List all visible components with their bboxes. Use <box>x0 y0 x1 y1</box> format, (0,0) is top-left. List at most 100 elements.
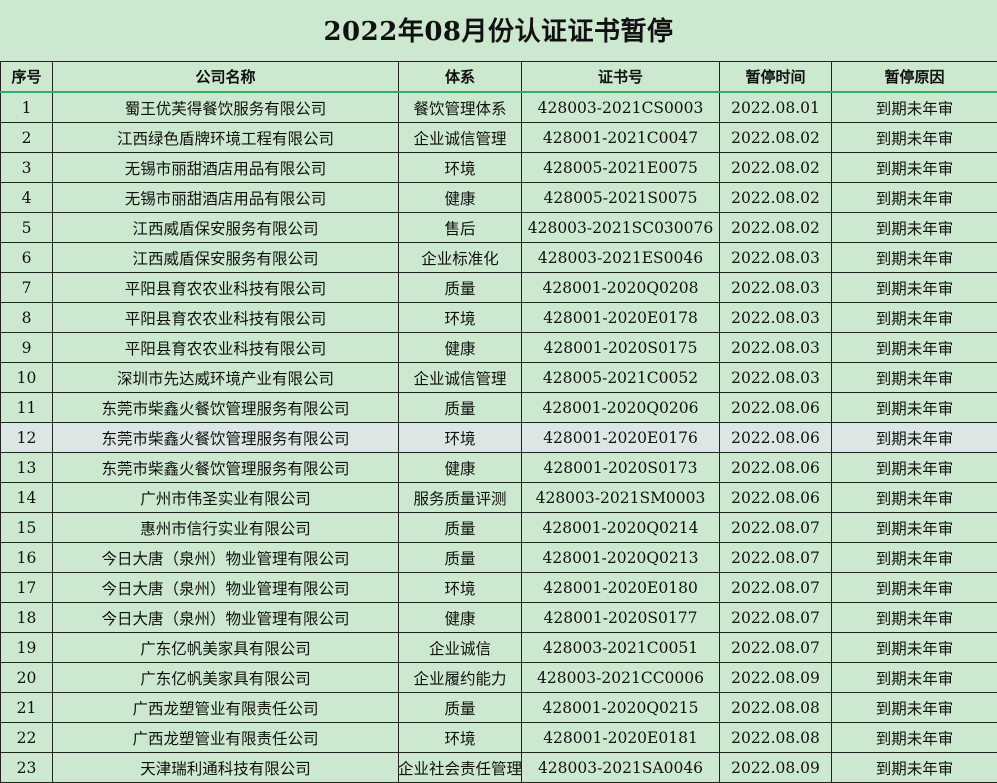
cell-cert-no[interactable]: 428005-2021C0052 <box>522 363 720 393</box>
cell-suspend-date[interactable]: 2022.08.07 <box>720 603 832 633</box>
cell-company[interactable]: 东莞市柴鑫火餐饮管理服务有限公司 <box>53 393 399 423</box>
cell-company[interactable]: 蜀王优芙得餐饮服务有限公司 <box>53 92 399 123</box>
cell-cert-no[interactable]: 428003-2021CC0006 <box>522 663 720 693</box>
cell-company[interactable]: 无锡市丽甜酒店用品有限公司 <box>53 153 399 183</box>
cell-suspend-date[interactable]: 2022.08.06 <box>720 453 832 483</box>
cell-cert-no[interactable]: 428001-2020Q0214 <box>522 513 720 543</box>
cell-cert-no[interactable]: 428001-2020E0181 <box>522 723 720 753</box>
header-index[interactable]: 序号 <box>1 62 53 93</box>
cell-suspend-date[interactable]: 2022.08.06 <box>720 423 832 453</box>
cell-system[interactable]: 健康 <box>399 333 522 363</box>
cell-index[interactable]: 5 <box>1 213 53 243</box>
cell-company[interactable]: 无锡市丽甜酒店用品有限公司 <box>53 183 399 213</box>
cell-company[interactable]: 平阳县育农农业科技有限公司 <box>53 333 399 363</box>
cell-suspend-date[interactable]: 2022.08.07 <box>720 633 832 663</box>
cell-reason[interactable]: 到期未年审 <box>832 303 997 333</box>
cell-cert-no[interactable]: 428001-2020E0176 <box>522 423 720 453</box>
cell-cert-no[interactable]: 428001-2020S0173 <box>522 453 720 483</box>
cell-index[interactable]: 20 <box>1 663 53 693</box>
cell-suspend-date[interactable]: 2022.08.03 <box>720 363 832 393</box>
cell-index[interactable]: 7 <box>1 273 53 303</box>
cell-system[interactable]: 环境 <box>399 153 522 183</box>
cell-index[interactable]: 17 <box>1 573 53 603</box>
cell-suspend-date[interactable]: 2022.08.09 <box>720 663 832 693</box>
cell-suspend-date[interactable]: 2022.08.03 <box>720 303 832 333</box>
cell-reason[interactable]: 到期未年审 <box>832 363 997 393</box>
cell-reason[interactable]: 到期未年审 <box>832 603 997 633</box>
cell-cert-no[interactable]: 428001-2020S0175 <box>522 333 720 363</box>
cell-index[interactable]: 23 <box>1 753 53 783</box>
cell-reason[interactable]: 到期未年审 <box>832 393 997 423</box>
cell-system[interactable]: 环境 <box>399 423 522 453</box>
header-suspend-date[interactable]: 暂停时间 <box>720 62 832 93</box>
cell-system[interactable]: 质量 <box>399 543 522 573</box>
header-cert-no[interactable]: 证书号 <box>522 62 720 93</box>
cell-system[interactable]: 健康 <box>399 183 522 213</box>
cell-company[interactable]: 天津瑞利通科技有限公司 <box>53 753 399 783</box>
cell-cert-no[interactable]: 428003-2021SA0046 <box>522 753 720 783</box>
cell-reason[interactable]: 到期未年审 <box>832 573 997 603</box>
cell-company[interactable]: 东莞市柴鑫火餐饮管理服务有限公司 <box>53 453 399 483</box>
cell-company[interactable]: 平阳县育农农业科技有限公司 <box>53 273 399 303</box>
cell-system[interactable]: 健康 <box>399 603 522 633</box>
cell-system[interactable]: 健康 <box>399 453 522 483</box>
cell-suspend-date[interactable]: 2022.08.03 <box>720 333 832 363</box>
cell-system[interactable]: 质量 <box>399 513 522 543</box>
cell-system[interactable]: 企业履约能力 <box>399 663 522 693</box>
cell-system[interactable]: 环境 <box>399 303 522 333</box>
cell-reason[interactable]: 到期未年审 <box>832 513 997 543</box>
cell-cert-no[interactable]: 428001-2020S0177 <box>522 603 720 633</box>
cell-reason[interactable]: 到期未年审 <box>832 423 997 453</box>
cell-index[interactable]: 16 <box>1 543 53 573</box>
cell-system[interactable]: 企业诚信管理 <box>399 123 522 153</box>
cell-cert-no[interactable]: 428005-2021S0075 <box>522 183 720 213</box>
cell-suspend-date[interactable]: 2022.08.09 <box>720 753 832 783</box>
cell-index[interactable]: 21 <box>1 693 53 723</box>
cell-system[interactable]: 企业社会责任管理 <box>399 753 522 783</box>
cell-company[interactable]: 江西威盾保安服务有限公司 <box>53 243 399 273</box>
cell-cert-no[interactable]: 428003-2021ES0046 <box>522 243 720 273</box>
cell-cert-no[interactable]: 428001-2020Q0206 <box>522 393 720 423</box>
cell-suspend-date[interactable]: 2022.08.06 <box>720 483 832 513</box>
cell-company[interactable]: 广西龙塑管业有限责任公司 <box>53 693 399 723</box>
cell-reason[interactable]: 到期未年审 <box>832 543 997 573</box>
cell-system[interactable]: 环境 <box>399 573 522 603</box>
cell-company[interactable]: 今日大唐（泉州）物业管理有限公司 <box>53 573 399 603</box>
cell-index[interactable]: 6 <box>1 243 53 273</box>
cell-system[interactable]: 企业标准化 <box>399 243 522 273</box>
cell-cert-no[interactable]: 428001-2020Q0208 <box>522 273 720 303</box>
cell-company[interactable]: 深圳市先达威环境产业有限公司 <box>53 363 399 393</box>
cell-suspend-date[interactable]: 2022.08.01 <box>720 92 832 123</box>
cell-system[interactable]: 企业诚信管理 <box>399 363 522 393</box>
header-system[interactable]: 体系 <box>399 62 522 93</box>
cell-cert-no[interactable]: 428003-2021SC030076 <box>522 213 720 243</box>
cell-index[interactable]: 1 <box>1 92 53 123</box>
cell-index[interactable]: 3 <box>1 153 53 183</box>
cell-company[interactable]: 东莞市柴鑫火餐饮管理服务有限公司 <box>53 423 399 453</box>
cell-system[interactable]: 质量 <box>399 273 522 303</box>
cell-cert-no[interactable]: 428001-2021C0047 <box>522 123 720 153</box>
cell-suspend-date[interactable]: 2022.08.03 <box>720 243 832 273</box>
cell-index[interactable]: 11 <box>1 393 53 423</box>
cell-index[interactable]: 19 <box>1 633 53 663</box>
cell-index[interactable]: 4 <box>1 183 53 213</box>
cell-suspend-date[interactable]: 2022.08.07 <box>720 543 832 573</box>
cell-suspend-date[interactable]: 2022.08.08 <box>720 723 832 753</box>
cell-reason[interactable]: 到期未年审 <box>832 483 997 513</box>
cell-index[interactable]: 18 <box>1 603 53 633</box>
cell-system[interactable]: 售后 <box>399 213 522 243</box>
cell-suspend-date[interactable]: 2022.08.02 <box>720 183 832 213</box>
cell-suspend-date[interactable]: 2022.08.07 <box>720 513 832 543</box>
cell-index[interactable]: 15 <box>1 513 53 543</box>
cell-company[interactable]: 江西威盾保安服务有限公司 <box>53 213 399 243</box>
cell-reason[interactable]: 到期未年审 <box>832 693 997 723</box>
cell-index[interactable]: 9 <box>1 333 53 363</box>
cell-cert-no[interactable]: 428001-2020Q0213 <box>522 543 720 573</box>
cell-index[interactable]: 10 <box>1 363 53 393</box>
cell-suspend-date[interactable]: 2022.08.02 <box>720 213 832 243</box>
cell-company[interactable]: 广东亿帆美家具有限公司 <box>53 633 399 663</box>
cell-suspend-date[interactable]: 2022.08.02 <box>720 153 832 183</box>
cell-system[interactable]: 服务质量评测 <box>399 483 522 513</box>
cell-cert-no[interactable]: 428003-2021CS0003 <box>522 92 720 123</box>
cell-reason[interactable]: 到期未年审 <box>832 663 997 693</box>
